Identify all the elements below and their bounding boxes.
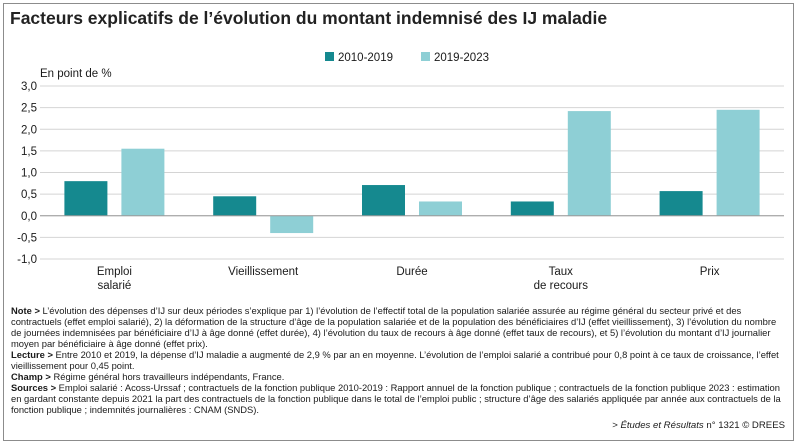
bar [362, 185, 405, 216]
x-tick-label: Emploi [97, 266, 132, 278]
champ-text: Régime général hors travailleurs indépen… [50, 371, 285, 382]
y-tick-label: -1,0 [17, 254, 37, 266]
champ-paragraph: Champ > Régime général hors travailleurs… [11, 371, 787, 382]
y-tick-label: 0,0 [21, 211, 37, 223]
y-tick-label: 1,5 [21, 146, 37, 158]
bar [510, 201, 554, 216]
bar [419, 201, 462, 216]
bar [64, 181, 108, 216]
y-tick-label: 2,0 [21, 124, 37, 136]
sources-paragraph: Sources > Emploi salarié : Acoss-Urssaf … [11, 382, 787, 415]
sources-text: Emploi salarié : Acoss-Urssaf ; contract… [11, 382, 781, 415]
bar [213, 196, 257, 216]
bar-chart: 2010-2019 2019-2023 En point de % 3,0 2,5 2… [17, 52, 784, 292]
x-tick-label: salarié [97, 280, 131, 292]
lecture-paragraph: Lecture > Entre 2010 et 2019, la dépense… [11, 349, 787, 371]
champ-label: Champ > [11, 371, 51, 382]
note-text: L’évolution des dépenses d’IJ sur deux p… [11, 305, 777, 349]
legend-swatch [325, 52, 334, 61]
note-paragraph: Note > L’évolution des dépenses d’IJ sur… [11, 305, 787, 349]
figure-frame [3, 3, 794, 441]
y-tick-label: -0,5 [17, 232, 37, 244]
x-tick-label: Prix [700, 266, 720, 278]
bar [716, 109, 760, 216]
legend-label: 2019-2023 [434, 52, 489, 64]
note-label: Note > [11, 305, 40, 316]
x-tick-label: Taux [549, 266, 574, 278]
sources-label: Sources > [11, 382, 57, 393]
credit-prefix: > [612, 420, 621, 431]
bar [659, 191, 703, 216]
notes-block: Note > L’évolution des dépenses d’IJ sur… [11, 305, 787, 415]
y-tick-label: 0,5 [21, 189, 37, 201]
bars [40, 109, 784, 234]
legend-label: 2010-2019 [338, 52, 393, 64]
bar [270, 215, 314, 234]
y-tick-label: 1,0 [21, 168, 37, 180]
x-tick-label: Vieillissement [228, 266, 299, 278]
y-axis-label: En point de % [40, 68, 112, 80]
y-tick-label: 2,5 [21, 103, 37, 115]
lecture-label: Lecture > [11, 349, 53, 360]
lecture-text: Entre 2010 et 2019, la dépense d’IJ mala… [11, 349, 779, 371]
bar [121, 148, 165, 216]
x-axis-labels: Emploi salarié Vieillissement Durée Taux de r… [97, 266, 720, 292]
x-tick-label: Durée [396, 266, 427, 278]
credit-suffix: n° 1321 © DREES [703, 420, 785, 431]
chart-legend: 2010-2019 2019-2023 [325, 52, 489, 64]
y-axis-ticks: 3,0 2,5 2,0 1,5 1,0 0,5 0,0 -0,5 -1,0 [17, 81, 37, 266]
x-tick-label: de recours [534, 280, 589, 292]
source-credit: > Études et Résultats n° 1321 © DREES [612, 420, 785, 431]
chart-title: Facteurs explicatifs de l’évolution du m… [10, 8, 608, 28]
credit-publication: Études et Résultats [620, 420, 704, 431]
legend-swatch [421, 52, 430, 61]
bar [567, 111, 611, 216]
y-tick-label: 3,0 [21, 81, 37, 93]
